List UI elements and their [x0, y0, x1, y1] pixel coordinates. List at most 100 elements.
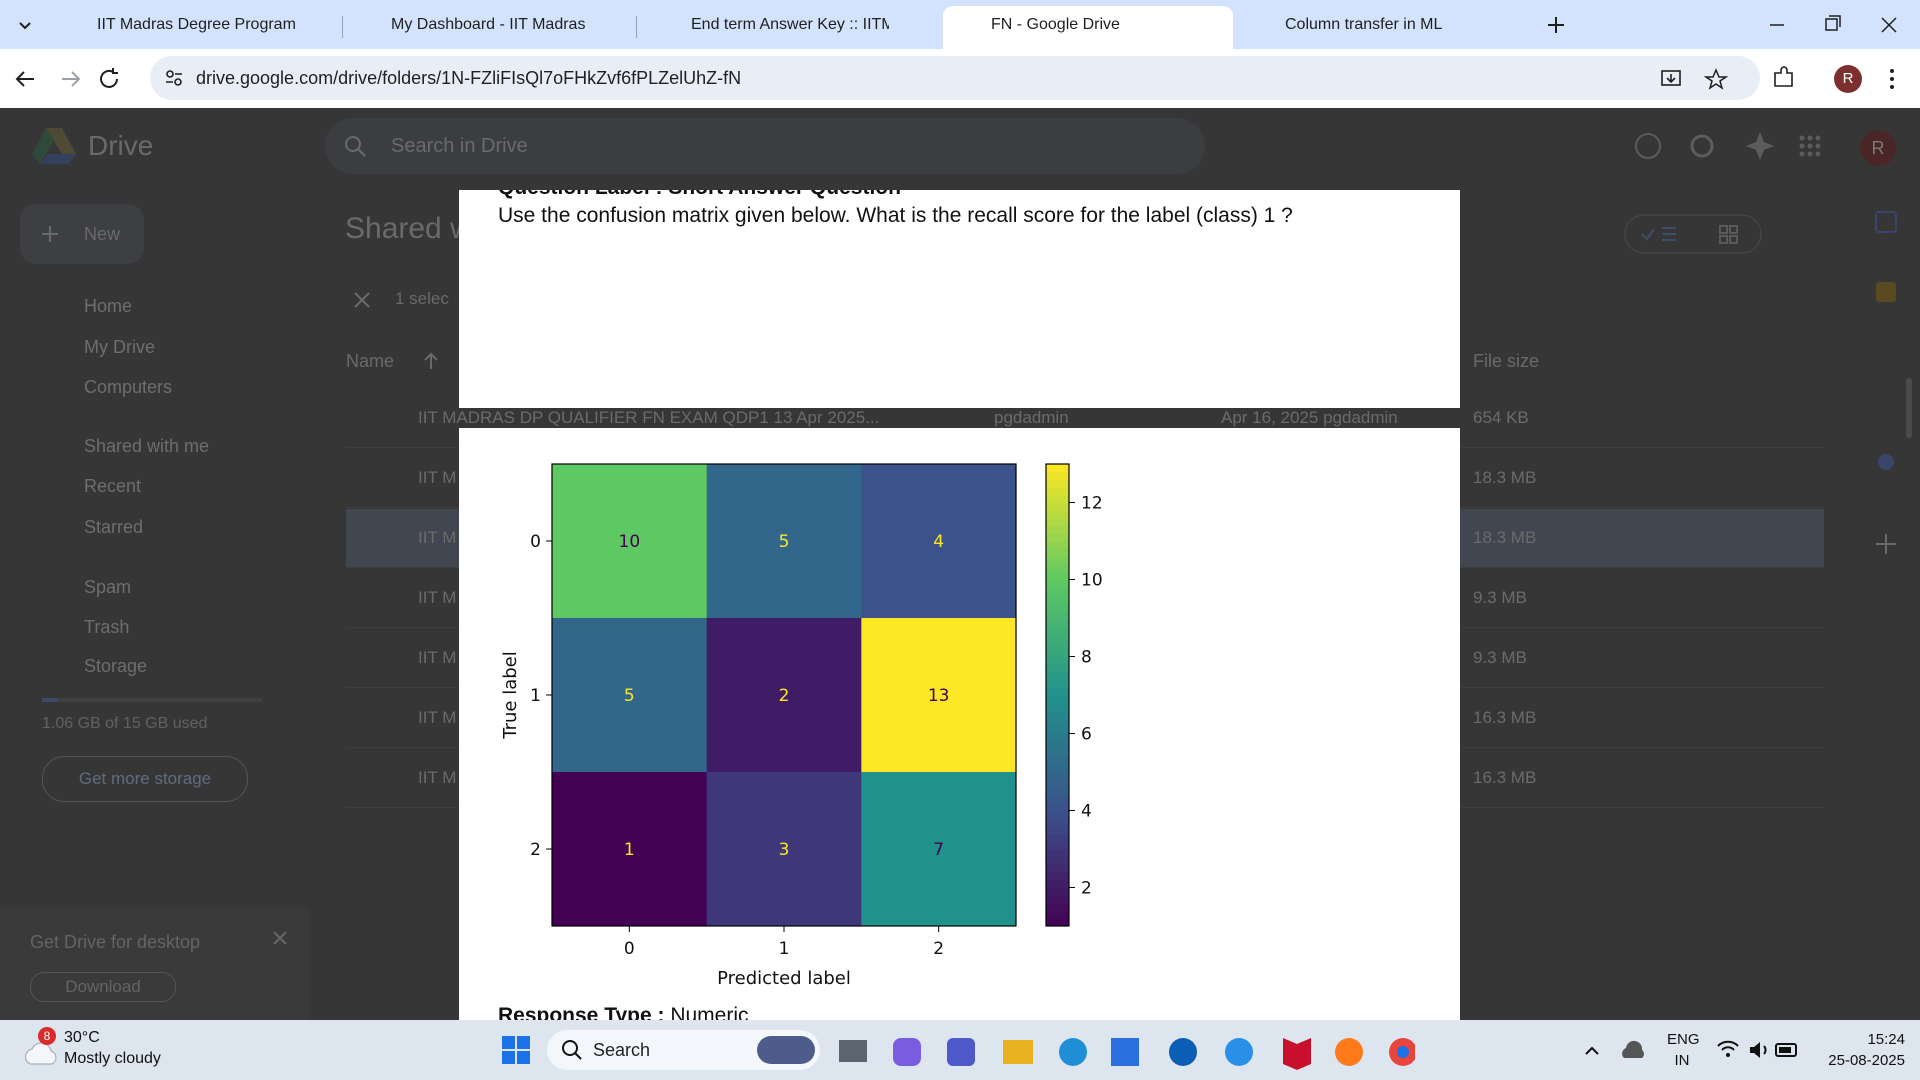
status-icons[interactable] — [1716, 1038, 1802, 1062]
new-button[interactable]: New — [20, 204, 144, 264]
menu-button[interactable] — [1884, 65, 1900, 93]
x-tick-label: 2 — [933, 939, 944, 959]
tab-separator — [636, 16, 637, 38]
nav-item[interactable]: Recent — [84, 476, 142, 496]
colorbar-segment — [1046, 671, 1069, 681]
new-tab-button[interactable] — [1544, 13, 1568, 37]
page-heading: Shared w — [345, 212, 472, 245]
heatmap-cell — [552, 772, 708, 927]
colorbar-segment — [1046, 494, 1069, 503]
file-name: IIT M — [418, 648, 457, 667]
colorbar-segment — [1046, 710, 1069, 719]
nav-buttons[interactable] — [12, 65, 122, 93]
nav-item[interactable]: Starred — [84, 517, 144, 537]
tab-title[interactable]: My Dashboard - IIT Madras BS D — [391, 16, 589, 33]
tab[interactable]: End term Answer Key :: IITM On — [643, 6, 933, 49]
x-tick-label: 0 — [624, 939, 635, 959]
nav-item[interactable]: Home — [84, 296, 133, 316]
promo-download[interactable]: Download — [30, 972, 176, 1002]
colorbar-segment — [1046, 748, 1069, 758]
clock-time[interactable]: 15:24 — [1867, 1031, 1905, 1048]
sort-icon[interactable] — [420, 350, 442, 372]
colorbar-segment — [1046, 487, 1069, 496]
tray-icons[interactable] — [1582, 1038, 1648, 1062]
tab[interactable]: IIT Madras Degree Program in D — [49, 6, 339, 49]
file-name: IIT M — [418, 528, 457, 547]
weather-text: Mostly cloudy — [64, 1050, 161, 1067]
colorbar-segment — [1046, 510, 1069, 519]
file-size: 654 KB — [1473, 408, 1529, 427]
colorbar-segment — [1046, 594, 1069, 604]
nav-item[interactable]: Computers — [84, 377, 173, 397]
colorbar-segment — [1046, 764, 1069, 773]
view-toggle[interactable] — [1624, 214, 1764, 254]
colorbar-segment — [1046, 587, 1069, 596]
taskbar-apps[interactable] — [835, 1032, 1415, 1072]
nav-item[interactable]: Trash — [84, 617, 130, 637]
colorbar-frame — [1045, 463, 1070, 927]
colorbar-segment — [1046, 464, 1069, 473]
file-name: IIT MADRAS DP QUALIFIER FN EXAM QDP1 13 … — [418, 408, 880, 427]
omnibox-actions[interactable] — [1660, 67, 1750, 91]
get-storage-button[interactable]: Get more storage — [42, 756, 248, 802]
start-button[interactable] — [502, 1036, 530, 1064]
scrollbar[interactable] — [1906, 378, 1912, 438]
colorbar-segment — [1046, 687, 1069, 696]
tab-title[interactable]: End term Answer Key :: IITM On — [691, 16, 889, 33]
region[interactable]: IN — [1674, 1052, 1690, 1069]
promo-close[interactable] — [270, 928, 290, 948]
omnibox[interactable]: drive.google.com/drive/folders/1N-FZliFI… — [150, 56, 1760, 100]
file-size: 18.3 MB — [1473, 468, 1537, 487]
tab[interactable]: Column transfer in ML — [1237, 6, 1527, 49]
document-page: Question Label : Short Answer Question U… — [459, 190, 1460, 408]
drive-search[interactable]: Search in Drive — [325, 118, 1205, 174]
colorbar-segment — [1046, 818, 1069, 827]
heatmap-cell — [552, 464, 708, 619]
colorbar-segment — [1046, 541, 1069, 550]
window-controls[interactable] — [1764, 12, 1904, 38]
clock-date[interactable]: 25-08-2025 — [1828, 1052, 1905, 1069]
tab[interactable]: FN - Google Drive — [943, 6, 1233, 49]
colorbar-segment — [1046, 648, 1069, 657]
tab-search-button[interactable] — [14, 14, 36, 36]
colorbar-segment — [1046, 533, 1069, 542]
question-label: Question Label : Short Answer Question — [498, 190, 901, 200]
colorbar-segment — [1046, 479, 1069, 488]
drive-profile[interactable]: R — [1860, 130, 1896, 166]
clear-selection[interactable] — [350, 288, 374, 312]
colorbar-tick-label: 4 — [1081, 802, 1092, 822]
drive-header-icons[interactable] — [1630, 128, 1820, 164]
file-size: 18.3 MB — [1473, 528, 1537, 547]
colorbar-segment — [1046, 695, 1069, 704]
colorbar-segment — [1046, 902, 1069, 912]
colorbar-segment — [1046, 502, 1069, 511]
tab-title[interactable]: IIT Madras Degree Program in D — [97, 16, 295, 33]
nav-item[interactable]: Storage — [84, 656, 148, 676]
nav-item[interactable]: Shared with me — [84, 436, 210, 456]
taskbar-search[interactable]: Search — [547, 1030, 820, 1070]
colorbar-segment — [1046, 772, 1069, 781]
colorbar-segment — [1046, 618, 1069, 627]
nav-item[interactable]: Spam — [84, 577, 132, 597]
column-name[interactable]: Name — [346, 351, 395, 371]
nav-item[interactable]: My Drive — [84, 337, 155, 357]
tab-title[interactable]: FN - Google Drive — [991, 16, 1120, 33]
new-label: New — [84, 224, 121, 244]
url[interactable]: drive.google.com/drive/folders/1N-FZliFI… — [196, 68, 742, 88]
file-name: IIT M — [418, 588, 457, 607]
colorbar-segment — [1046, 579, 1069, 588]
colorbar-tick-label: 6 — [1081, 725, 1092, 745]
site-info-icon[interactable] — [164, 68, 184, 88]
storage-bar — [42, 698, 262, 702]
tab-title[interactable]: Column transfer in ML — [1285, 16, 1443, 33]
profile-avatar[interactable]: R — [1834, 65, 1862, 93]
x-tick-label: 1 — [779, 939, 790, 959]
side-panel-icons[interactable] — [1872, 208, 1902, 688]
language[interactable]: ENG — [1667, 1031, 1700, 1048]
colorbar-segment — [1046, 872, 1069, 881]
extensions-icon[interactable] — [1770, 65, 1800, 93]
tab[interactable]: My Dashboard - IIT Madras BS D — [343, 6, 633, 49]
cell-label: 1 — [624, 840, 635, 860]
